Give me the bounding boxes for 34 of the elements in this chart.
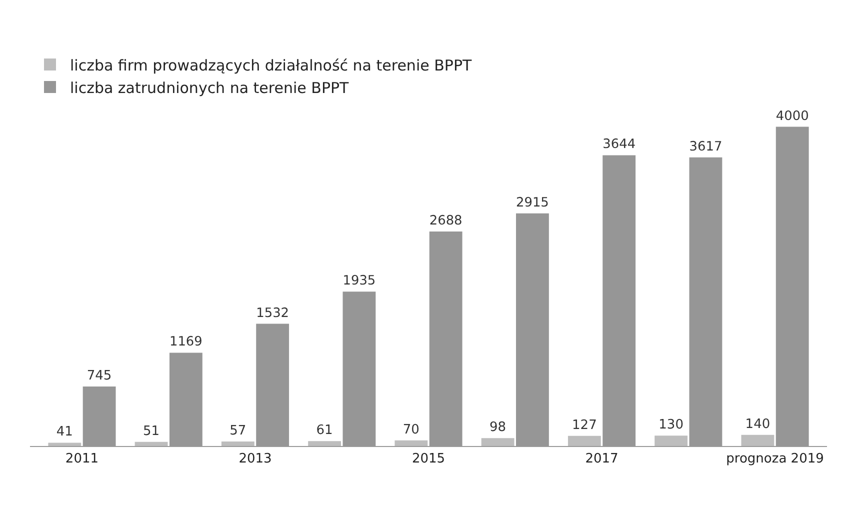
data-label: 140 xyxy=(745,416,770,432)
x-tick-label: prognoza 2019 xyxy=(726,452,824,467)
legend-label: liczba firm prowadzących działalność na terenie BPPT xyxy=(70,56,472,74)
bar xyxy=(568,436,601,446)
data-label: 51 xyxy=(143,424,160,439)
data-label: 70 xyxy=(402,422,420,438)
data-label: 127 xyxy=(572,418,597,433)
data-label: 1935 xyxy=(342,274,376,289)
data-label: 3617 xyxy=(689,139,722,154)
data-label: 130 xyxy=(658,418,684,433)
x-tick-label: 2015 xyxy=(412,452,446,467)
bar xyxy=(394,440,428,446)
data-label: 2915 xyxy=(516,195,549,210)
bar xyxy=(48,442,82,446)
bar xyxy=(654,436,688,446)
legend-label: liczba zatrudnionych na terenie BPPT xyxy=(70,78,350,97)
data-label: 2688 xyxy=(429,214,462,229)
bar xyxy=(481,438,514,446)
data-label: 3644 xyxy=(602,137,636,152)
bar xyxy=(134,442,168,446)
data-label: 1532 xyxy=(256,306,289,321)
bar xyxy=(221,441,254,446)
x-tick-label: 2013 xyxy=(238,452,272,467)
data-label: 98 xyxy=(490,420,506,436)
data-label: 1169 xyxy=(170,334,202,350)
data-label: 4000 xyxy=(776,108,809,124)
x-tick-label: 2011 xyxy=(65,452,99,467)
data-label: 57 xyxy=(230,423,246,438)
data-label: 61 xyxy=(316,423,333,438)
bar xyxy=(308,441,341,446)
x-tick-label: 2017 xyxy=(585,452,618,467)
bar xyxy=(741,434,774,446)
data-label: 745 xyxy=(86,368,112,384)
data-label: 41 xyxy=(56,424,73,440)
